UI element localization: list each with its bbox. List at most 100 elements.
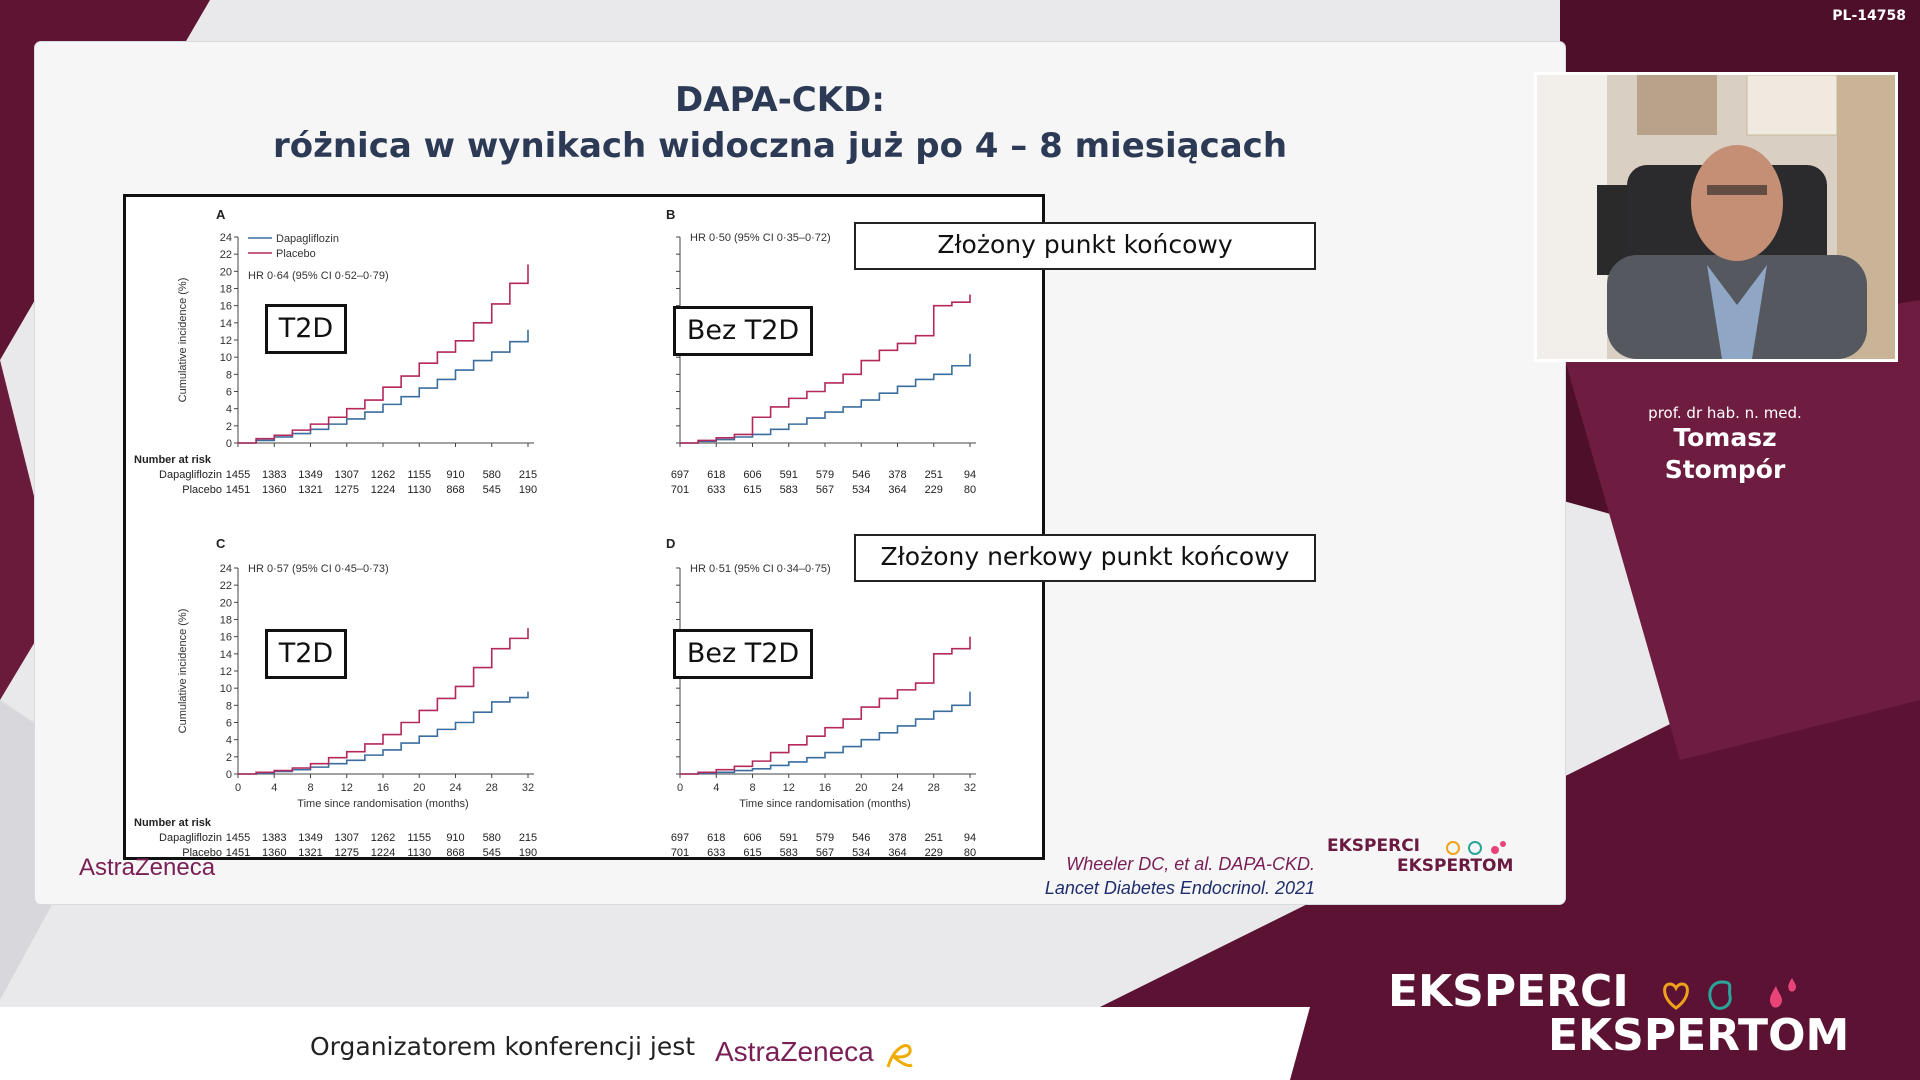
panel-d-risk-placebo: 229 — [925, 847, 943, 857]
panel-b-risk-placebo: 615 — [743, 484, 761, 496]
panel-c-risk-dapa: 580 — [483, 832, 501, 844]
panel-a-risk-placebo: 1275 — [335, 484, 359, 496]
panel-c-y-tick-label: 24 — [220, 563, 232, 575]
brand-small-line-1: EKSPERCI — [1327, 836, 1420, 856]
panel-c-y-tick-label: 18 — [220, 615, 232, 627]
speaker-last-name: Stompór — [1664, 455, 1786, 484]
panel-c-risk-label-dapa: Dapagliflozin — [159, 832, 222, 844]
panel-d-x-tick-label: 0 — [677, 782, 683, 794]
brand-logo-small: EKSPERCI EKSPERTOM — [1327, 836, 1513, 876]
panel-d-risk-dapa: 579 — [816, 832, 834, 844]
title-line-2: różnica w wynikach widoczna już po 4 – 8… — [272, 126, 1288, 166]
panel-c-risk-heading: Number at risk — [134, 817, 212, 829]
panel-c-y-label: Cumulative incidence (%) — [177, 609, 189, 734]
panel-a-y-tick-label: 6 — [226, 387, 232, 399]
panel-c-y-tick-label: 6 — [226, 718, 232, 730]
panel-c-risk-dapa: 1155 — [407, 832, 431, 844]
panel-b-series-dapagliflozin — [680, 353, 971, 444]
speaker-first-name: Tomasz — [1673, 423, 1777, 452]
panel-c-y-tick-label: 22 — [220, 580, 232, 592]
drop-icon — [1491, 846, 1499, 854]
panel-c-y-tick-label: 4 — [226, 735, 232, 747]
panel-c-risk-dapa: 1455 — [226, 832, 250, 844]
panel-b-risk-placebo: 583 — [780, 484, 798, 496]
panel-b-risk-dapa: 579 — [816, 469, 834, 481]
panel-c-series-placebo — [238, 628, 529, 775]
panel-d-risk-placebo: 633 — [707, 847, 725, 857]
panel-c-x-tick-label: 32 — [522, 782, 534, 794]
panel-a-y-tick-label: 20 — [220, 266, 232, 278]
panel-d-risk-dapa: 606 — [743, 832, 761, 844]
webcam-video[interactable] — [1534, 72, 1898, 362]
panel-a-risk-placebo: 1321 — [298, 484, 322, 496]
astrazeneca-ghost-logo: AstraZeneca — [79, 854, 216, 881]
panel-d-risk-dapa: 251 — [925, 832, 943, 844]
footer-band — [0, 1007, 1310, 1080]
panel-a-letter: A — [216, 207, 226, 222]
drop-small-icon — [1788, 978, 1796, 992]
panel-a-risk-dapa: 1455 — [226, 469, 250, 481]
drop-icon — [1769, 986, 1782, 1008]
panel-a-risk-label-placebo: Placebo — [182, 484, 222, 496]
panel-b-risk-dapa: 251 — [925, 469, 943, 481]
label-panel-d: Bez T2D — [673, 629, 813, 679]
panel-a-y-tick-label: 22 — [220, 249, 232, 261]
panel-a-y-tick-label: 16 — [220, 301, 232, 313]
panel-b-risk-dapa: 546 — [852, 469, 870, 481]
panel-c-y-tick-label: 10 — [220, 683, 232, 695]
panel-d-risk-placebo: 567 — [816, 847, 834, 857]
panel-c-risk-placebo: 1275 — [335, 847, 359, 857]
panel-d-series-dapagliflozin — [680, 691, 971, 775]
panel-d-x-tick-label: 4 — [713, 782, 719, 794]
callout-renal-endpoint: Złożony nerkowy punkt końcowy — [854, 534, 1316, 582]
panel-c-risk-dapa: 1262 — [371, 832, 395, 844]
slide-code: PL-14758 — [1832, 8, 1906, 24]
kidney-icon — [1708, 980, 1732, 1010]
panel-c-x-tick-label: 0 — [235, 782, 241, 794]
panel-c-risk-dapa: 1383 — [262, 832, 286, 844]
panel-c-x-label: Time since randomisation (months) — [297, 798, 468, 810]
panel-a-y-tick-label: 2 — [226, 421, 232, 433]
panel-c-risk-placebo: 1360 — [262, 847, 286, 857]
panel-a-risk-placebo: 1130 — [407, 484, 431, 496]
panel-c-risk-placebo: 1130 — [407, 847, 431, 857]
speaker-video-frame — [1537, 74, 1895, 359]
brand-small-icons — [1446, 841, 1506, 855]
speaker-title: prof. dr hab. n. med. — [1648, 404, 1802, 422]
panel-a-risk-placebo: 1360 — [262, 484, 286, 496]
panel-d-x-tick-label: 20 — [855, 782, 867, 794]
label-panel-b: Bez T2D — [673, 306, 813, 356]
legend-dapagliflozin: Dapagliflozin — [276, 233, 339, 245]
brand-logo-big: EKSPERCI EKSPERTOM — [1388, 970, 1849, 1058]
label-panel-c: T2D — [265, 629, 347, 679]
panel-a-y-tick-label: 10 — [220, 352, 232, 364]
heart-icon — [1446, 841, 1460, 855]
panel-c-y-tick-label: 20 — [220, 597, 232, 609]
panel-a-y-tick-label: 18 — [220, 284, 232, 296]
panel-a-risk-placebo: 545 — [483, 484, 501, 496]
panel-c-x-tick-label: 8 — [307, 782, 313, 794]
panel-c-risk-dapa: 1307 — [335, 832, 359, 844]
slide-title: DAPA-CKD: różnica w wynikach widoczna ju… — [35, 77, 1525, 169]
panel-b-risk-placebo: 80 — [964, 484, 976, 496]
panel-a-y-tick-label: 4 — [226, 404, 232, 416]
panel-d-hr: HR 0·51 (95% CI 0·34–0·75) — [690, 563, 831, 575]
panel-c-risk-dapa: 1349 — [298, 832, 322, 844]
panel-d-letter: D — [666, 536, 675, 551]
brand-big-icons — [1663, 978, 1796, 1010]
panel-b-risk-placebo: 534 — [852, 484, 870, 496]
title-line-1: DAPA-CKD: — [675, 80, 885, 120]
panel-c-series-dapagliflozin — [238, 691, 529, 775]
panel-a-y-tick-label: 14 — [220, 318, 232, 330]
panel-c-hr: HR 0·57 (95% CI 0·45–0·73) — [248, 563, 389, 575]
panel-a-risk-dapa: 1349 — [298, 469, 322, 481]
panel-d-risk-placebo: 583 — [780, 847, 798, 857]
panel-c-y-tick-label: 2 — [226, 752, 232, 764]
panel-c-y-tick-label: 12 — [220, 666, 232, 678]
panel-a-risk-dapa: 215 — [519, 469, 537, 481]
panel-b-risk-placebo: 229 — [925, 484, 943, 496]
panel-d-x-tick-label: 12 — [783, 782, 795, 794]
panel-a-hr: HR 0·64 (95% CI 0·52–0·79) — [248, 270, 389, 282]
panel-b-letter: B — [666, 207, 675, 222]
brand-small-line-2: EKSPERTOM — [1397, 856, 1514, 876]
